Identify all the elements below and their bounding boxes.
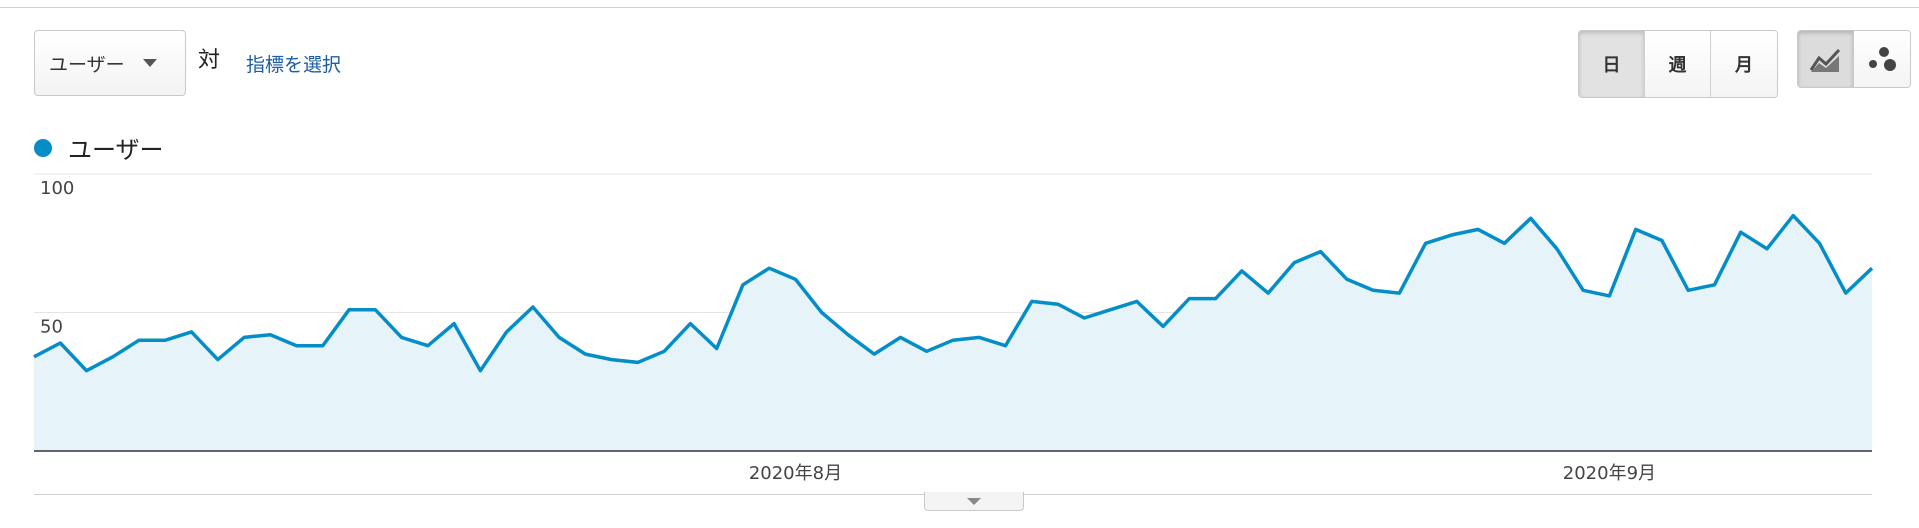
legend-label: ユーザー [68, 136, 164, 164]
line-chart-icon [1809, 48, 1840, 72]
expand-chart-button[interactable] [924, 492, 1024, 511]
motion-chart-icon [1869, 47, 1896, 71]
chevron-down-icon [142, 59, 157, 67]
vs-label: 対 [198, 48, 221, 73]
series-area [34, 215, 1872, 451]
chevron-down-icon [967, 497, 981, 505]
select-metric-link[interactable]: 指標を選択 [246, 54, 342, 76]
legend-dot [34, 138, 52, 157]
metric-dropdown[interactable]: ユーザー [34, 30, 186, 96]
line-chart-view-button[interactable] [1798, 31, 1854, 87]
metric-dropdown-label: ユーザー [49, 53, 125, 76]
x-tick-label: 2020年9月 [1563, 463, 1656, 484]
x-tick-label: 2020年8月 [749, 463, 842, 484]
y-tick-label: 50 [40, 317, 63, 338]
period-day-button[interactable]: 日 [1579, 31, 1645, 97]
top-divider [0, 7, 1919, 8]
period-toggle: 日 週 月 [1578, 30, 1778, 98]
chart-legend: ユーザー [34, 130, 164, 165]
series-line [33, 213, 1874, 373]
motion-chart-view-button[interactable] [1854, 31, 1910, 87]
period-week-button[interactable]: 週 [1645, 31, 1711, 97]
chart-view-toggle [1797, 30, 1911, 88]
period-month-button[interactable]: 月 [1711, 31, 1777, 97]
y-tick-label: 100 [40, 178, 74, 199]
